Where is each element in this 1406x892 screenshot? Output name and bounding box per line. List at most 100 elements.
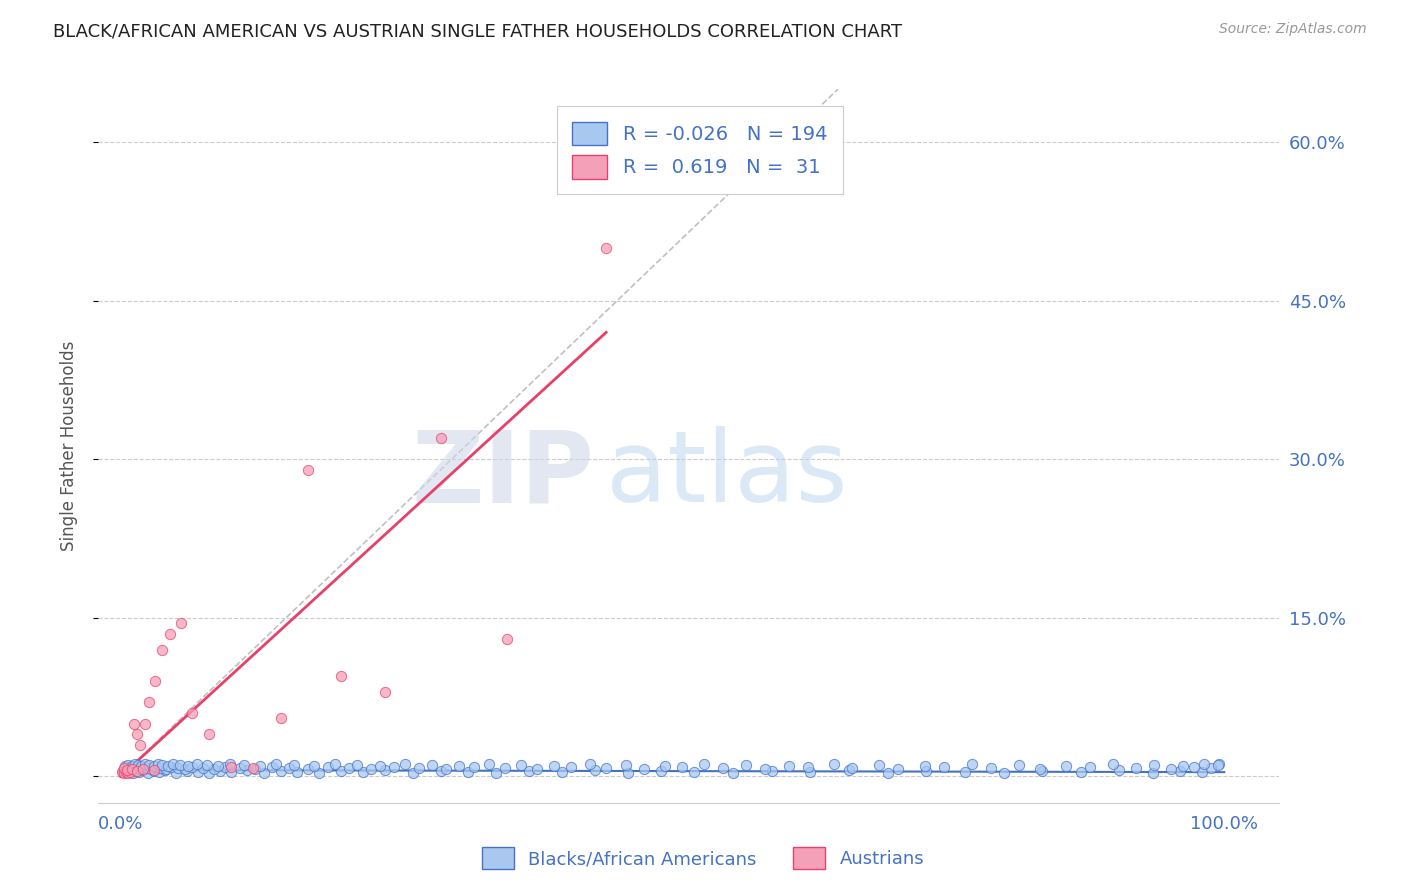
Point [148, 765, 170, 780]
Point [374, 763, 396, 777]
Point [253, 766, 276, 780]
Point [693, 756, 716, 771]
Point [932, 760, 955, 774]
Point [146, 756, 169, 771]
Point [121, 762, 143, 776]
Point [160, 760, 183, 774]
Point [260, 760, 283, 774]
Point [671, 760, 693, 774]
Point [143, 674, 166, 689]
Point [115, 765, 138, 780]
Point [124, 756, 146, 771]
Point [115, 765, 138, 780]
Point [583, 763, 606, 777]
Point [1142, 766, 1164, 780]
Point [117, 766, 139, 780]
Point [711, 761, 734, 775]
Point [517, 764, 540, 778]
Point [131, 763, 153, 777]
Y-axis label: Single Father Households: Single Father Households [59, 341, 77, 551]
Point [264, 756, 287, 771]
Point [526, 762, 548, 776]
Point [297, 762, 319, 776]
Point [495, 632, 517, 646]
Legend: R = -0.026   N = 194, R =  0.619   N =  31: R = -0.026 N = 194, R = 0.619 N = 31 [557, 106, 844, 194]
Point [170, 616, 193, 631]
Point [323, 756, 346, 771]
Text: BLACK/AFRICAN AMERICAN VS AUSTRIAN SINGLE FATHER HOUSEHOLDS CORRELATION CHART: BLACK/AFRICAN AMERICAN VS AUSTRIAN SINGL… [53, 22, 903, 40]
Point [429, 431, 451, 445]
Point [122, 760, 145, 774]
Point [1029, 762, 1052, 776]
Point [1125, 761, 1147, 775]
Point [219, 765, 242, 780]
Point [149, 761, 172, 775]
Point [153, 763, 176, 777]
Point [1208, 756, 1230, 771]
Point [270, 764, 292, 778]
Point [308, 766, 330, 780]
Point [218, 756, 240, 771]
Point [1078, 760, 1101, 774]
Point [112, 762, 135, 776]
Point [1070, 765, 1092, 780]
Point [233, 757, 256, 772]
Point [1206, 757, 1229, 772]
Point [915, 764, 938, 778]
Point [463, 760, 485, 774]
Point [650, 764, 672, 778]
Point [270, 711, 292, 725]
Point [1173, 759, 1195, 773]
Point [578, 756, 600, 771]
Point [1184, 760, 1206, 774]
Point [374, 685, 396, 699]
Point [457, 765, 479, 780]
Point [1031, 764, 1053, 778]
Point [838, 763, 860, 777]
Point [1199, 761, 1222, 775]
Point [360, 762, 382, 776]
Point [761, 764, 783, 778]
Point [134, 716, 156, 731]
Point [125, 764, 148, 778]
Point [352, 765, 374, 780]
Point [980, 761, 1002, 775]
Point [1008, 757, 1031, 772]
Point [142, 763, 165, 777]
Point [242, 761, 264, 775]
Point [278, 761, 301, 775]
Point [914, 759, 936, 773]
Point [187, 765, 209, 780]
Point [127, 757, 149, 772]
Point [614, 757, 637, 772]
Point [167, 761, 190, 775]
Point [297, 463, 319, 477]
Point [152, 642, 174, 657]
Point [181, 760, 204, 774]
Point [797, 760, 820, 774]
Point [243, 762, 266, 776]
Point [394, 756, 416, 771]
Point [485, 766, 508, 780]
Text: ZIP: ZIP [412, 426, 595, 523]
Point [134, 756, 156, 771]
Point [117, 757, 139, 772]
Point [120, 765, 142, 780]
Point [1168, 764, 1191, 778]
Point [953, 765, 976, 780]
Point [138, 695, 160, 709]
Point [181, 706, 204, 720]
Point [214, 760, 236, 774]
Point [799, 765, 821, 780]
Point [735, 757, 758, 772]
Text: atlas: atlas [606, 426, 848, 523]
Point [193, 761, 215, 775]
Point [382, 760, 405, 774]
Point [683, 765, 706, 780]
Point [429, 764, 451, 778]
Point [886, 762, 908, 776]
Point [115, 763, 138, 777]
Point [176, 764, 198, 778]
Point [876, 766, 898, 780]
Legend: Blacks/African Americans, Austrians: Blacks/African Americans, Austrians [472, 838, 934, 879]
